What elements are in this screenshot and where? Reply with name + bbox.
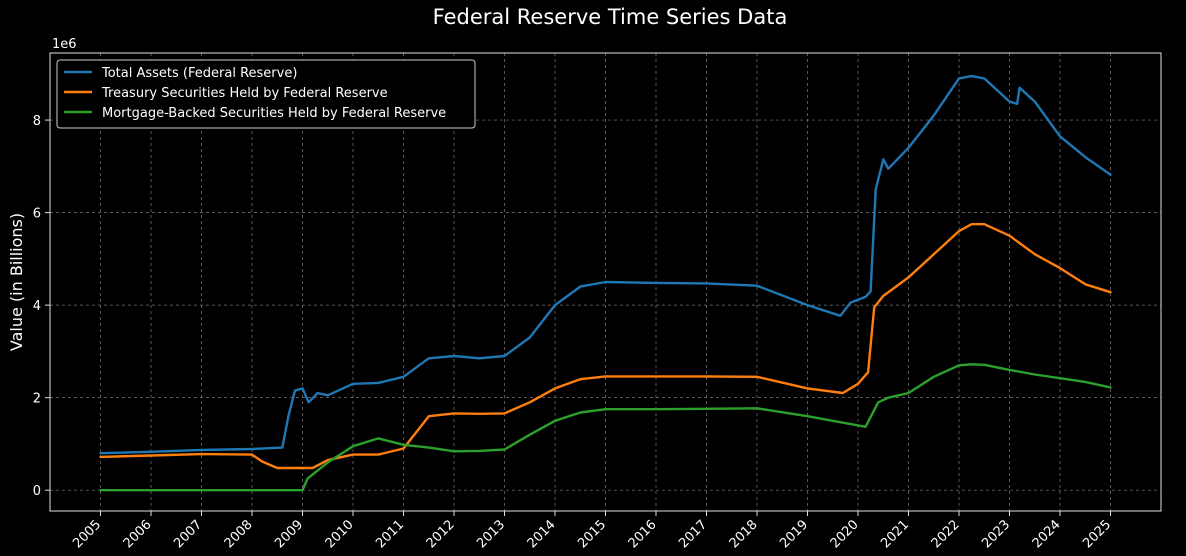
y-tick-label: 0 <box>33 484 41 499</box>
y-tick-label: 4 <box>33 299 41 314</box>
x-tick-label: 2005 <box>70 517 104 551</box>
series-line-3 <box>99 363 1112 492</box>
series-line-1 <box>99 74 1112 455</box>
x-tick-label: 2025 <box>1080 517 1114 551</box>
y-axis-multiplier: 1e6 <box>52 37 77 52</box>
x-tick-label: 2007 <box>171 517 205 551</box>
chart-title: Federal Reserve Time Series Data <box>433 5 788 29</box>
x-tick-label: 2008 <box>222 517 256 551</box>
x-tick-label: 2019 <box>777 517 811 551</box>
x-tick-label: 2022 <box>929 517 963 551</box>
series-line-2 <box>99 223 1112 470</box>
y-tick-label: 8 <box>33 114 41 129</box>
x-tick-label: 2014 <box>525 517 559 551</box>
x-tick-label: 2009 <box>272 517 306 551</box>
x-tick-label: 2018 <box>727 517 761 551</box>
x-tick-label: 2011 <box>373 517 407 551</box>
x-tick-label: 2023 <box>979 517 1013 551</box>
legend-label-3: Mortgage-Backed Securities Held by Feder… <box>102 106 446 121</box>
x-tick-label: 2017 <box>676 517 710 551</box>
x-tick-label: 2012 <box>424 517 458 551</box>
x-tick-label: 2010 <box>323 517 357 551</box>
y-tick-label: 2 <box>33 392 41 407</box>
y-axis-label: Value (in Billions) <box>7 213 26 351</box>
x-tick-label: 2006 <box>121 517 155 551</box>
grid <box>50 53 1161 511</box>
x-tick-label: 2016 <box>626 517 660 551</box>
legend-box <box>56 59 476 129</box>
x-tick-label: 2020 <box>828 517 862 551</box>
x-tick-label: 2015 <box>575 517 609 551</box>
series-group <box>99 74 1112 492</box>
legend-label-2: Treasury Securities Held by Federal Rese… <box>101 86 388 101</box>
legend-label-1: Total Assets (Federal Reserve) <box>101 66 297 81</box>
x-tick-label: 2024 <box>1030 517 1064 551</box>
x-tick-label: 2021 <box>878 517 912 551</box>
axes: 2005 2006 2007 2008 2009 2010 2011 2012 2013 2014… <box>33 114 1114 551</box>
y-tick-label: 6 <box>33 207 41 222</box>
legend: Total Assets (Federal Reserve) Treasury S… <box>56 59 476 129</box>
x-tick-label: 2013 <box>474 517 508 551</box>
